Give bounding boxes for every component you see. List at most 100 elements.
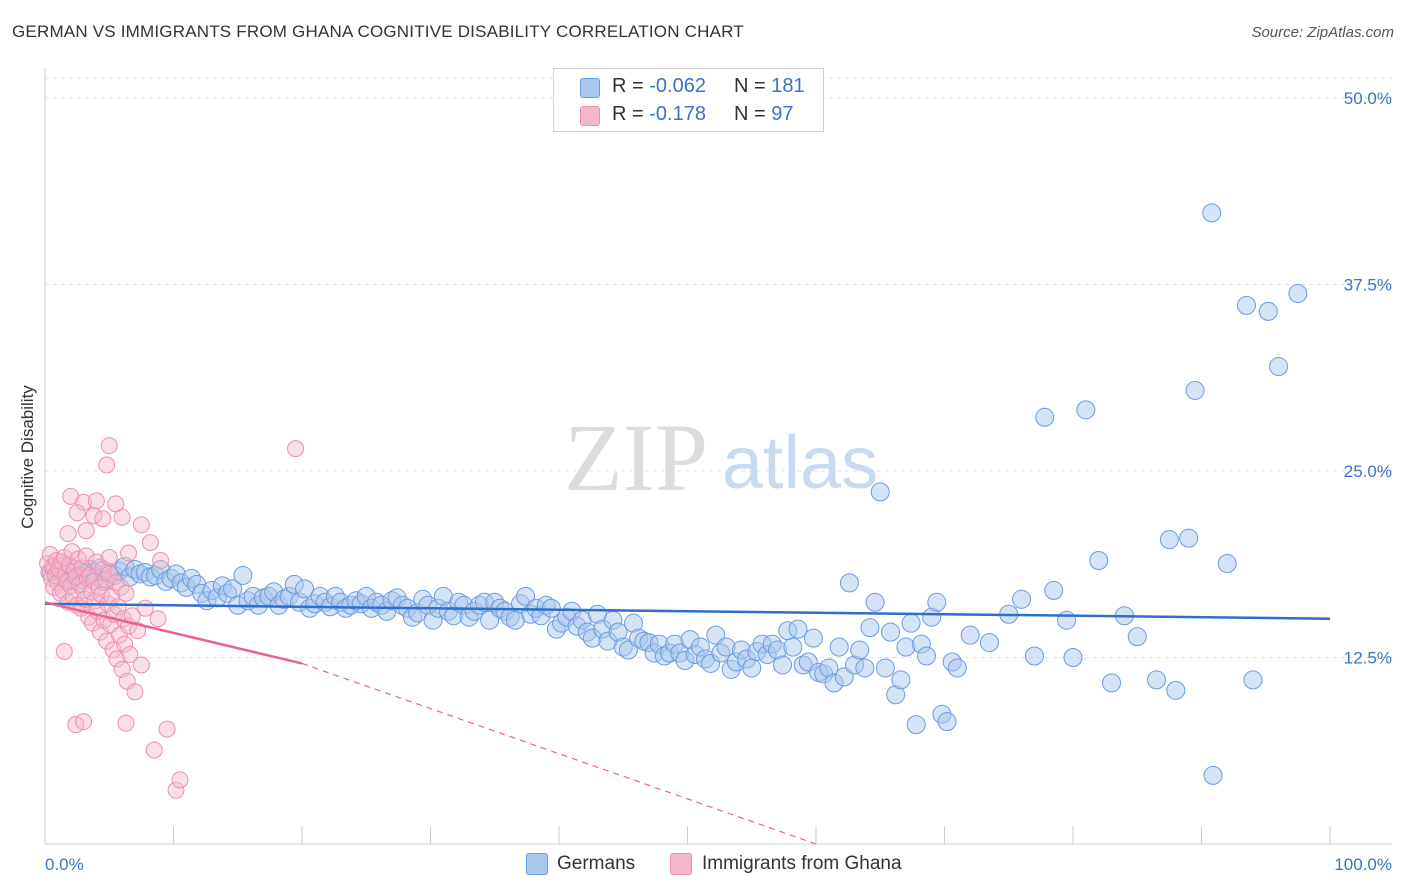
data-point-germans xyxy=(1012,589,1032,609)
trend-lines xyxy=(44,601,1331,845)
data-point-germans xyxy=(803,628,823,648)
tick-labels: 12.5% 25.0% 37.5% 50.0% 0.0% 100.0% xyxy=(45,89,1392,874)
series-ghana xyxy=(39,437,305,799)
chart-title: GERMAN VS IMMIGRANTS FROM GHANA COGNITIV… xyxy=(12,22,744,41)
y-tick-label: 50.0% xyxy=(1344,89,1392,108)
data-point-germans xyxy=(906,715,926,735)
data-point-germans xyxy=(1269,357,1289,377)
data-point-germans xyxy=(1236,295,1256,315)
data-point-germans xyxy=(1044,580,1064,600)
data-point-ghana xyxy=(149,610,167,628)
data-point-germans xyxy=(917,646,937,666)
data-point-ghana xyxy=(158,720,176,738)
trend-line-ghana-extension xyxy=(301,662,817,845)
data-point-ghana xyxy=(55,643,73,661)
watermark: ZIP atlas xyxy=(564,404,878,511)
data-point-ghana xyxy=(94,510,112,528)
data-point-germans xyxy=(947,658,967,678)
data-point-germans xyxy=(839,573,859,593)
watermark-atlas: atlas xyxy=(722,421,878,504)
data-point-ghana xyxy=(167,781,185,799)
data-point-germans xyxy=(927,592,947,612)
x-tick-label: 100.0% xyxy=(1334,855,1392,874)
data-point-germans xyxy=(901,613,921,633)
legend-n-value: 97 xyxy=(771,103,794,125)
legend-n-label: N = xyxy=(734,75,772,97)
bottom-legend: Germans Immigrants from Ghana xyxy=(0,850,1406,880)
data-point-ghana xyxy=(100,549,118,567)
data-point-ghana xyxy=(171,771,189,789)
data-point-germans xyxy=(1127,627,1147,647)
data-point-germans xyxy=(783,637,803,657)
bottom-legend-swatch-blue xyxy=(526,853,548,875)
data-point-ghana xyxy=(100,437,118,455)
data-point-germans xyxy=(1063,648,1083,667)
data-point-germans xyxy=(860,618,880,638)
data-point-ghana xyxy=(85,507,103,525)
data-point-germans xyxy=(896,637,916,657)
y-tick-label: 37.5% xyxy=(1344,276,1392,295)
data-point-germans xyxy=(295,579,315,599)
legend-n-value: 181 xyxy=(771,75,805,97)
data-point-germans xyxy=(1024,646,1044,666)
data-point-germans xyxy=(1243,670,1263,690)
data-point-germans xyxy=(773,655,793,675)
data-point-ghana xyxy=(111,626,129,644)
data-point-germans xyxy=(937,712,957,732)
data-point-germans xyxy=(829,637,849,657)
data-point-ghana xyxy=(77,547,95,565)
data-point-germans xyxy=(1185,380,1205,400)
data-point-germans xyxy=(850,640,870,660)
data-point-ghana xyxy=(108,650,126,668)
watermark-zip: ZIP xyxy=(564,404,708,511)
data-point-ghana xyxy=(136,599,154,617)
data-point-ghana xyxy=(116,635,134,653)
data-point-germans xyxy=(960,625,980,645)
data-point-ghana xyxy=(68,504,86,522)
data-point-germans xyxy=(865,592,885,612)
data-point-germans xyxy=(1179,528,1199,548)
data-point-ghana xyxy=(145,741,163,759)
data-point-ghana xyxy=(287,440,305,458)
legend: R = -0.062 N = 181 R = -0.178 N = 97 xyxy=(553,68,824,132)
data-point-germans xyxy=(979,633,999,653)
data-point-germans xyxy=(1202,203,1222,223)
data-point-ghana xyxy=(113,508,131,526)
data-point-germans xyxy=(742,658,762,678)
data-point-ghana xyxy=(132,516,150,534)
axes xyxy=(44,68,1392,845)
data-point-ghana xyxy=(141,534,159,552)
bottom-legend-ghana: Immigrants from Ghana xyxy=(702,853,902,874)
data-point-ghana xyxy=(129,622,147,640)
data-point-germans xyxy=(541,598,561,618)
data-point-germans xyxy=(1159,530,1179,550)
data-point-ghana xyxy=(152,552,170,570)
data-point-germans xyxy=(891,670,911,690)
y-tick-label: 12.5% xyxy=(1344,649,1392,668)
data-point-germans xyxy=(1203,765,1223,785)
data-point-germans xyxy=(1076,400,1096,420)
data-point-germans xyxy=(1166,680,1186,700)
data-point-germans xyxy=(881,622,901,642)
data-point-ghana xyxy=(117,584,135,602)
data-point-germans xyxy=(870,482,890,502)
legend-row-germans: R = -0.062 N = 181 xyxy=(554,71,823,101)
y-axis-label: Cognitive Disability xyxy=(18,385,37,529)
data-point-ghana xyxy=(87,492,105,510)
legend-r-value: -0.062 xyxy=(649,75,706,97)
data-point-ghana xyxy=(121,646,139,664)
trend-line-germans xyxy=(44,602,1331,620)
data-point-ghana xyxy=(107,574,125,592)
data-point-germans xyxy=(1147,670,1167,690)
legend-r-label: R = xyxy=(612,103,650,125)
bottom-legend-swatch-pink xyxy=(670,853,692,875)
data-point-ghana xyxy=(75,713,93,731)
bottom-legend-germans: Germans xyxy=(557,853,636,874)
y-tick-label: 25.0% xyxy=(1344,462,1392,481)
data-point-ghana xyxy=(59,525,77,543)
data-point-ghana xyxy=(120,544,138,562)
data-point-germans xyxy=(1217,554,1237,574)
legend-swatch-blue xyxy=(580,78,600,98)
data-point-germans xyxy=(1102,673,1122,693)
